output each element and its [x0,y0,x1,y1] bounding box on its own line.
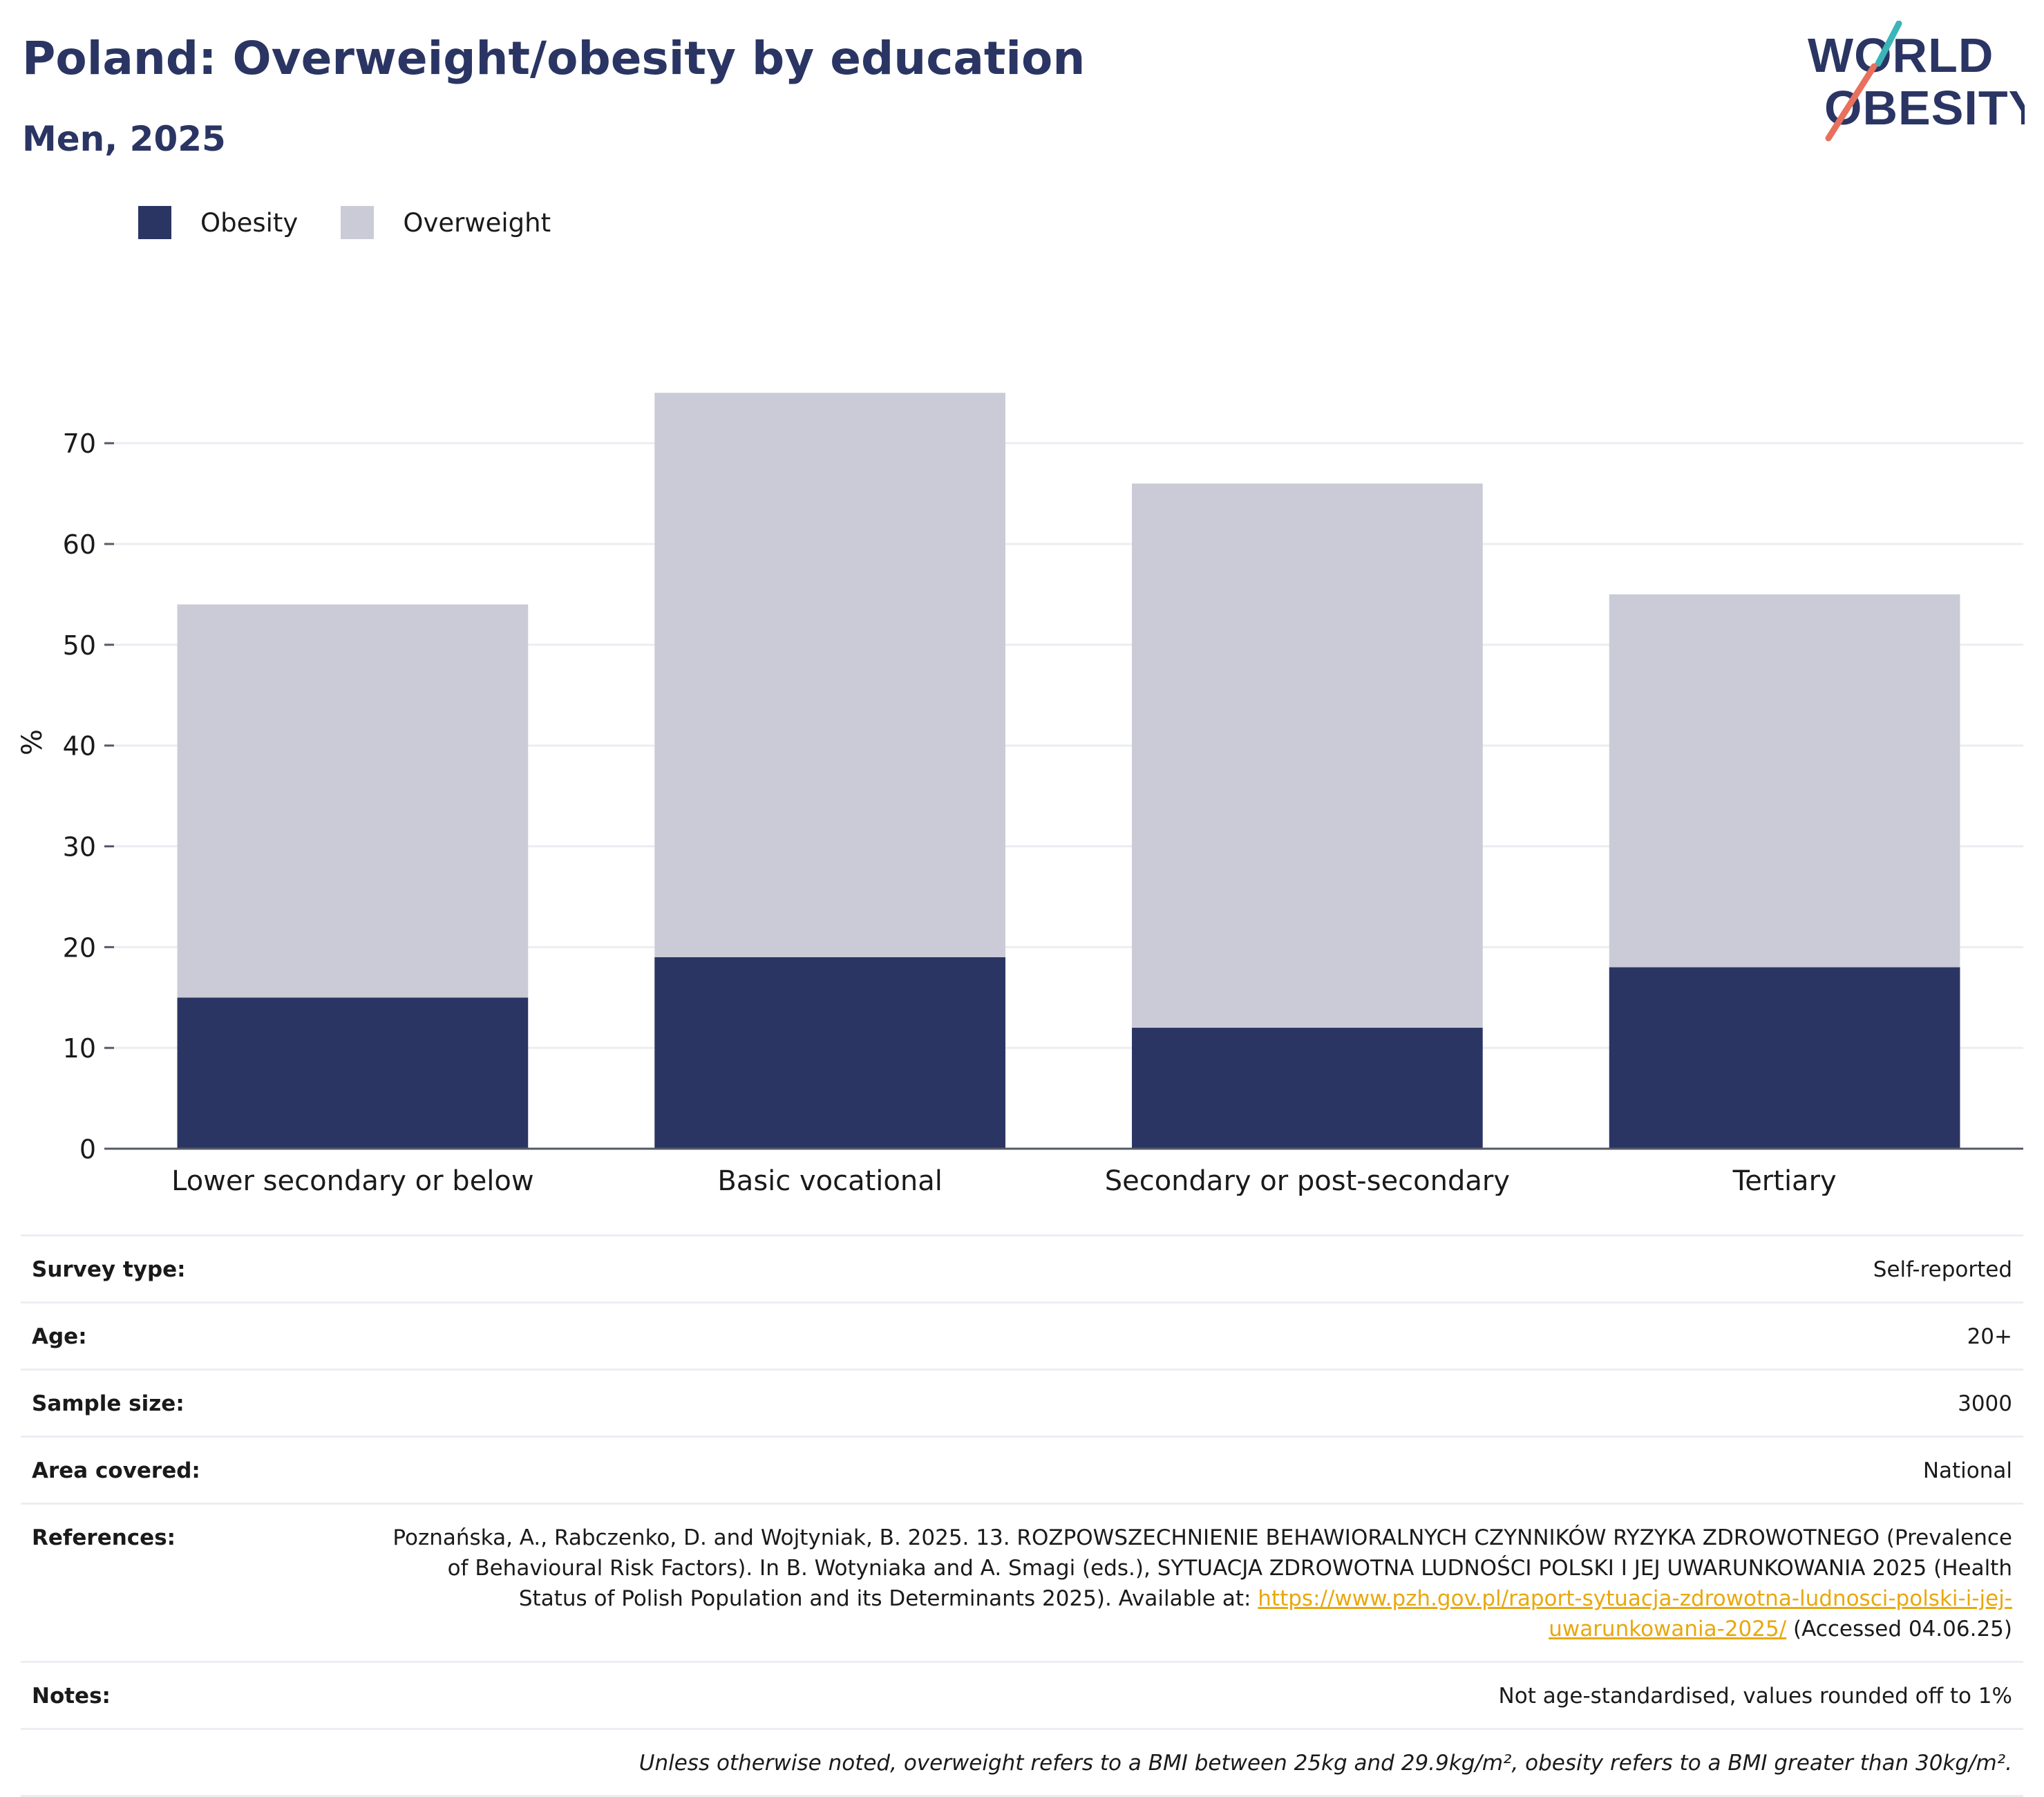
bar-overweight-4 [1609,594,1960,968]
legend-item-overweight[interactable]: Overweight [341,206,551,239]
sample-size-value: 3000 [1958,1391,2012,1416]
bar-obesity-2 [654,957,1005,1149]
references-accessed: (Accessed 04.06.25) [1793,1617,2012,1641]
sample-size-label: Sample size: [32,1391,184,1416]
legend-swatch-obesity [138,206,171,239]
y-tick-label: 30 [63,832,96,863]
y-tick-label: 10 [63,1033,96,1064]
info-row-footer: Unless otherwise noted, overweight refer… [21,1730,2023,1797]
area-covered-value: National [1922,1458,2012,1483]
chart-legend: Obesity Overweight [138,206,594,239]
age-label: Age: [32,1324,87,1349]
info-row-survey-type: Survey type: Self-reported [21,1236,2023,1304]
references-link[interactable]: https://www.pzh.gov.pl/raport-sytuacja-z… [1258,1586,2012,1641]
chart-subtitle: Men, 2025 [22,119,226,159]
logo-text-world: WORLD [1808,28,1994,82]
bar-overweight-2 [654,393,1005,957]
survey-info-table: Survey type: Self-reported Age: 20+ Samp… [21,1234,2023,1797]
y-tick-label: 40 [63,731,96,762]
age-value: 20+ [1967,1324,2012,1349]
y-tick-label: 60 [63,529,96,560]
bar-obesity-4 [1609,967,1960,1149]
x-tick-label: Basic vocational [717,1165,943,1196]
x-tick-label: Tertiary [1732,1165,1837,1196]
area-covered-label: Area covered: [32,1458,200,1483]
info-row-references: References: Poznańska, A., Rabczenko, D.… [21,1505,2023,1663]
bar-overweight-1 [177,604,529,998]
info-row-notes: Notes: Not age-standardised, values roun… [21,1663,2023,1730]
legend-label-obesity: Obesity [200,207,299,238]
bar-obesity-1 [177,997,529,1149]
info-row-sample-size: Sample size: 3000 [21,1371,2023,1438]
x-tick-label: Lower secondary or below [171,1165,533,1196]
references-label: References: [32,1525,176,1550]
notes-value: Not age-standardised, values rounded off… [1498,1684,2012,1709]
logo-text-obesity: OBESITY [1824,81,2025,135]
x-tick-label: Secondary or post-secondary [1105,1165,1510,1196]
y-axis-title: % [17,729,48,755]
y-tick-label: 20 [63,932,96,963]
legend-swatch-overweight [341,206,375,239]
info-row-area-covered: Area covered: National [21,1438,2023,1505]
bar-overweight-3 [1132,483,1483,1028]
stacked-bar-chart: 0 10 20 30 40 50 60 70 Lower secondary or below B… [17,393,2023,1196]
chart-title: Poland: Overweight/obesity by education [22,32,1086,85]
logo-slash-red [1825,63,1877,142]
bar-obesity-3 [1132,1028,1483,1149]
logo-slash-teal [1875,21,1902,67]
notes-label: Notes: [32,1684,111,1709]
y-tick-label: 50 [63,630,96,661]
y-tick-label: 0 [79,1134,96,1165]
legend-item-obesity[interactable]: Obesity [138,206,298,239]
references-text: Poznańska, A., Rabczenko, D. and Wojtyni… [392,1525,2012,1611]
y-tick-label: 70 [63,429,96,459]
references-value: Poznańska, A., Rabczenko, D. and Wojtyni… [381,1523,2012,1644]
world-obesity-logo: WORLD OBESITY [1808,21,2025,142]
survey-type-label: Survey type: [32,1257,186,1282]
axis-labels: 0 10 20 30 40 50 60 70 Lower secondary or below B… [63,429,1837,1196]
legend-label-overweight: Overweight [403,207,551,238]
bars [177,393,1960,1149]
info-row-age: Age: 20+ [21,1304,2023,1371]
bmi-definition-note: Unless otherwise noted, overweight refer… [638,1751,2012,1776]
survey-type-value: Self-reported [1873,1257,2012,1282]
